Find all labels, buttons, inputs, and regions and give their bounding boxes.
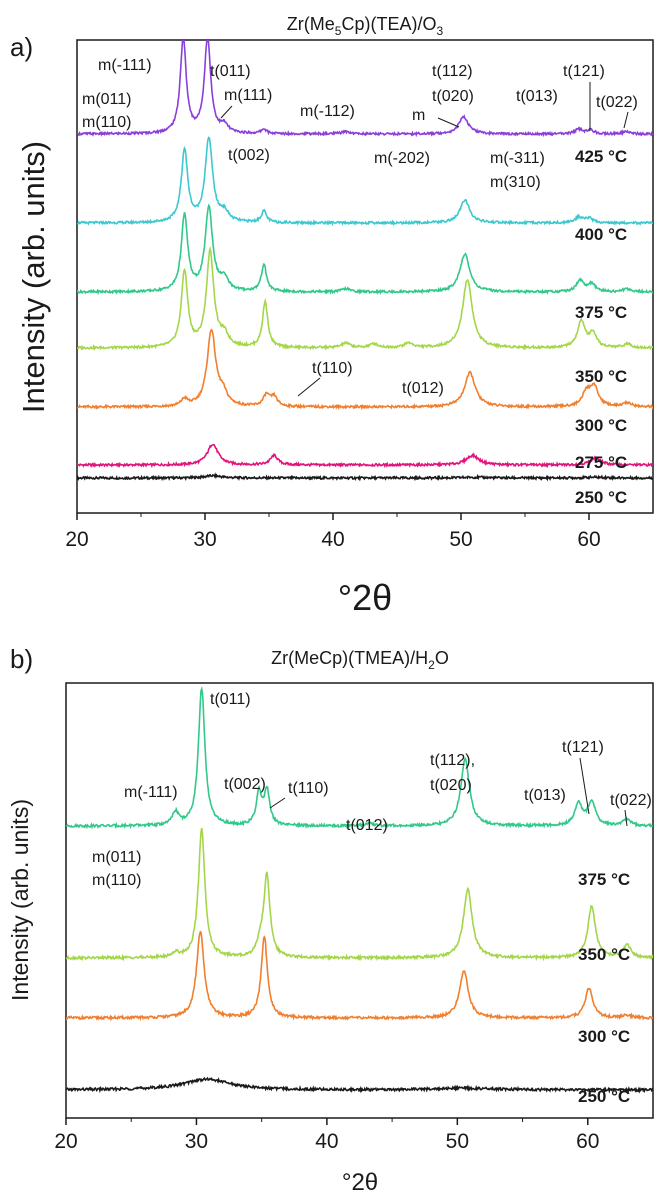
peak-label: t(022) <box>596 94 638 111</box>
peak-label: m <box>412 107 425 124</box>
peak-label: t(020) <box>430 777 472 794</box>
peak-label: t(013) <box>524 787 566 804</box>
peak-label: t(011) <box>210 691 251 708</box>
xrd-trace-a-2 <box>77 328 653 411</box>
x-tick-label: 50 <box>446 1130 469 1153</box>
panel-b-x-axis-label: °2θ <box>342 1169 378 1194</box>
x-tick-label: 30 <box>193 528 216 551</box>
xrd-trace-a-3 <box>77 245 653 351</box>
annotation-arrow <box>579 757 590 815</box>
xrd-trace-b-3 <box>66 686 653 830</box>
panel-a-y-axis-label: Intensity (arb. units) <box>16 141 51 413</box>
peak-label: m(110) <box>82 114 132 131</box>
peak-label: t(011) <box>210 63 251 80</box>
peak-label: m(111) <box>224 87 272 104</box>
peak-label: m(-112) <box>300 103 355 120</box>
xrd-trace-b-2 <box>66 827 653 962</box>
xrd-trace-a-4 <box>77 203 653 296</box>
panel-b-series-group <box>66 686 653 1094</box>
peak-label: t(022) <box>610 792 652 809</box>
panel-a-label: a) <box>10 32 33 62</box>
xrd-trace-a-6 <box>77 40 653 138</box>
peak-label: t(013) <box>516 88 558 105</box>
annotation-arrow <box>437 117 460 128</box>
x-tick-label: 60 <box>576 1130 599 1153</box>
panel-b: b) Zr(MeCp)(TMEA)/H2O 20 30 40 50 60 Intensi… <box>7 644 654 1194</box>
panel-a: a) Zr(Me5Cp)(TEA)/O3 20 30 40 50 60 Intensit… <box>10 14 654 618</box>
panel-a-temp-label: 250 °C <box>575 488 627 507</box>
panel-b-title: Zr(MeCp)(TMEA)/H2O <box>271 648 449 672</box>
peak-label: t(002) <box>228 147 270 164</box>
annotation-arrow <box>269 797 286 809</box>
x-tick-label: 20 <box>54 1130 77 1153</box>
peak-label: t(002) <box>224 776 266 793</box>
x-tick-label: 30 <box>185 1130 208 1153</box>
peak-label: t(112) <box>432 63 473 80</box>
panel-b-y-axis-label: Intensity (arb. units) <box>7 799 33 1001</box>
panel-b-temp-label: 300 °C <box>578 1027 630 1046</box>
peak-label: t(110) <box>312 360 353 377</box>
panel-a-temp-label: 275 °C <box>575 453 627 472</box>
peak-label: t(121) <box>563 63 605 80</box>
panel-a-plot-frame <box>76 39 654 514</box>
x-tick-label: 60 <box>577 528 600 551</box>
panel-a-temp-label: 375 °C <box>575 303 627 322</box>
panel-a-temp-label: 350 °C <box>575 367 627 386</box>
annotation-arrow <box>623 111 629 129</box>
peak-label: t(110) <box>288 780 329 797</box>
panel-b-temp-label: 350 °C <box>578 945 630 964</box>
peak-label: t(012) <box>402 380 444 397</box>
peak-label: m(-311) <box>490 150 545 167</box>
xrd-trace-b-1 <box>66 930 653 1022</box>
x-tick-label: 20 <box>65 528 88 551</box>
x-tick-label: 50 <box>449 528 472 551</box>
x-tick-label: 40 <box>315 1130 338 1153</box>
panel-a-x-axis-label: °2θ <box>338 577 392 618</box>
xrd-trace-a-5 <box>77 136 653 227</box>
annotation-arrow <box>297 377 321 397</box>
peak-label: m(011) <box>92 849 142 866</box>
panel-b-temp-label: 250 °C <box>578 1087 630 1106</box>
xrd-trace-a-0 <box>77 472 653 482</box>
x-tick-label: 40 <box>321 528 344 551</box>
peak-label: t(020) <box>432 88 474 105</box>
panel-a-title: Zr(Me5Cp)(TEA)/O3 <box>287 14 444 38</box>
peak-label: m(-202) <box>374 150 430 167</box>
annotation-arrow <box>624 809 628 827</box>
panel-b-label: b) <box>10 644 33 674</box>
panel-a-temp-label: 425 °C <box>575 147 627 166</box>
peak-label: t(121) <box>562 739 604 756</box>
panel-b-plot-frame <box>65 682 654 1119</box>
xrd-trace-b-0 <box>66 1076 653 1094</box>
panel-a-x-ticks: 20 30 40 50 60 <box>65 513 601 551</box>
annotation-arrow <box>220 105 233 119</box>
peak-label: t(012) <box>346 817 388 834</box>
peak-label: m(011) <box>82 91 132 108</box>
peak-label: m(-111) <box>124 784 178 801</box>
peak-label: m(-111) <box>98 57 152 74</box>
panel-a-temp-label: 300 °C <box>575 416 627 435</box>
panel-b-temp-label: 375 °C <box>578 870 630 889</box>
peak-label: m(310) <box>490 174 541 191</box>
xrd-trace-a-1 <box>77 443 653 469</box>
peak-label: t(112), <box>430 752 475 769</box>
panel-a-temp-label: 400 °C <box>575 225 627 244</box>
panel-a-series-group <box>77 40 653 482</box>
peak-label: m(110) <box>92 872 142 889</box>
panel-b-x-ticks: 20 30 40 50 60 <box>54 1118 599 1153</box>
